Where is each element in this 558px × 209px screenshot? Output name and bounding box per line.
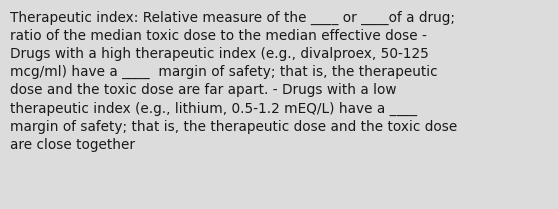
Text: Therapeutic index: Relative measure of the ____ or ____of a drug;
ratio of the m: Therapeutic index: Relative measure of t… (10, 10, 458, 152)
